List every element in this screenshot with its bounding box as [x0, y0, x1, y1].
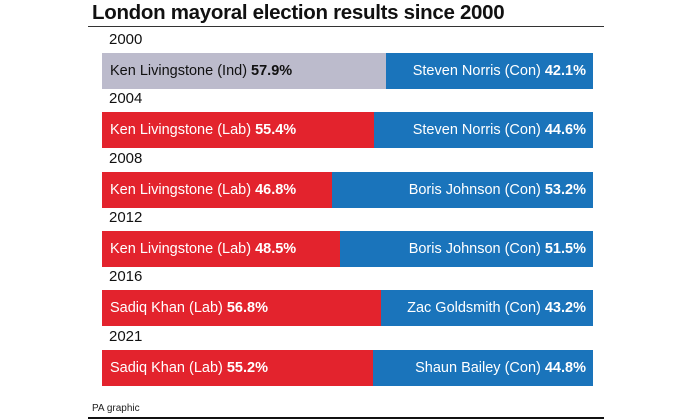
- candidate-name: Boris Johnson (Con): [408, 240, 541, 257]
- vote-share-label: 42.1%: [544, 63, 586, 79]
- year-label: 2012: [109, 208, 143, 226]
- vote-share-label: 51.5%: [544, 240, 586, 257]
- vote-share-label: 57.9%: [251, 63, 293, 79]
- candidate-name: Shaun Bailey (Con): [415, 359, 541, 376]
- candidate-name: Steven Norris (Con): [412, 122, 541, 139]
- bar-segment-right: Zac Goldsmith (Con) 43.2%: [380, 290, 593, 327]
- candidate-name: Ken Livingstone (Lab): [110, 122, 252, 139]
- candidate-name: Zac Goldsmith (Con): [407, 300, 541, 317]
- vote-share-label: 46.8%: [255, 181, 297, 198]
- bar-segment-left: Sadiq Khan (Lab) 56.8%: [102, 290, 381, 327]
- year-label: 2021: [109, 327, 143, 345]
- bar-segment-right: Steven Norris (Con) 42.1%: [386, 53, 593, 89]
- bar-2016: Sadiq Khan (Lab) 56.8% Zac Goldsmith (Con)…: [102, 290, 593, 327]
- bar-segment-left: Ken Livingstone (Ind) 57.9%: [102, 53, 387, 89]
- vote-share-label: 44.8%: [544, 359, 586, 376]
- bar-2000: Ken Livingstone (Ind) 57.9% Steven Norris …: [102, 53, 593, 89]
- title-divider: [88, 26, 604, 27]
- bar-2008: Ken Livingstone (Lab) 46.8% Boris Johnson …: [102, 171, 593, 208]
- bar-2021: Sadiq Khan (Lab) 55.2% Shaun Bailey (Con) 4…: [102, 349, 593, 386]
- year-label: 2016: [109, 268, 143, 286]
- bar-segment-right: Boris Johnson (Con) 53.2%: [331, 171, 593, 208]
- bar-segment-right: Steven Norris (Con) 44.6%: [374, 112, 593, 149]
- candidate-name: Sadiq Khan (Lab): [110, 300, 223, 317]
- vote-share-label: 43.2%: [544, 300, 586, 317]
- candidate-name: Ken Livingstone (Ind): [110, 63, 248, 79]
- year-label: 2008: [109, 149, 143, 167]
- vote-share-label: 56.8%: [226, 300, 268, 317]
- vote-share-label: 55.2%: [226, 359, 268, 376]
- vote-share-label: 48.5%: [255, 240, 297, 257]
- year-label: 2004: [109, 90, 143, 108]
- bar-2004: Ken Livingstone (Lab) 55.4% Steven Norris …: [102, 112, 593, 149]
- candidate-name: Ken Livingstone (Lab): [110, 181, 252, 198]
- vote-share-label: 55.4%: [255, 122, 297, 139]
- bar-2012: Ken Livingstone (Lab) 48.5% Boris Johnson …: [102, 230, 593, 267]
- source-credit: PA graphic: [92, 403, 140, 414]
- vote-share-label: 44.6%: [544, 122, 586, 139]
- bar-segment-right: Shaun Bailey (Con) 44.8%: [373, 349, 593, 386]
- bottom-divider: [88, 417, 604, 419]
- bar-segment-left: Ken Livingstone (Lab) 46.8%: [102, 171, 332, 208]
- candidate-name: Sadiq Khan (Lab): [110, 359, 223, 376]
- bar-segment-right: Boris Johnson (Con) 51.5%: [340, 230, 593, 267]
- vote-share-label: 53.2%: [544, 181, 586, 198]
- bar-segment-left: Ken Livingstone (Lab) 48.5%: [102, 230, 341, 267]
- candidate-name: Steven Norris (Con): [412, 63, 541, 79]
- year-label: 2000: [109, 31, 143, 48]
- chart-title: London mayoral election results since 20…: [92, 1, 505, 24]
- candidate-name: Boris Johnson (Con): [408, 181, 541, 198]
- candidate-name: Ken Livingstone (Lab): [110, 240, 252, 257]
- bar-segment-left: Ken Livingstone (Lab) 55.4%: [102, 112, 374, 149]
- bar-segment-left: Sadiq Khan (Lab) 55.2%: [102, 349, 374, 386]
